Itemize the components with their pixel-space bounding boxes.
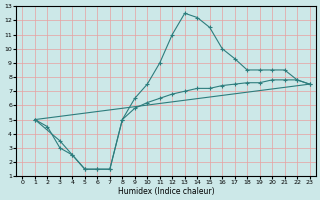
- X-axis label: Humidex (Indice chaleur): Humidex (Indice chaleur): [118, 187, 214, 196]
